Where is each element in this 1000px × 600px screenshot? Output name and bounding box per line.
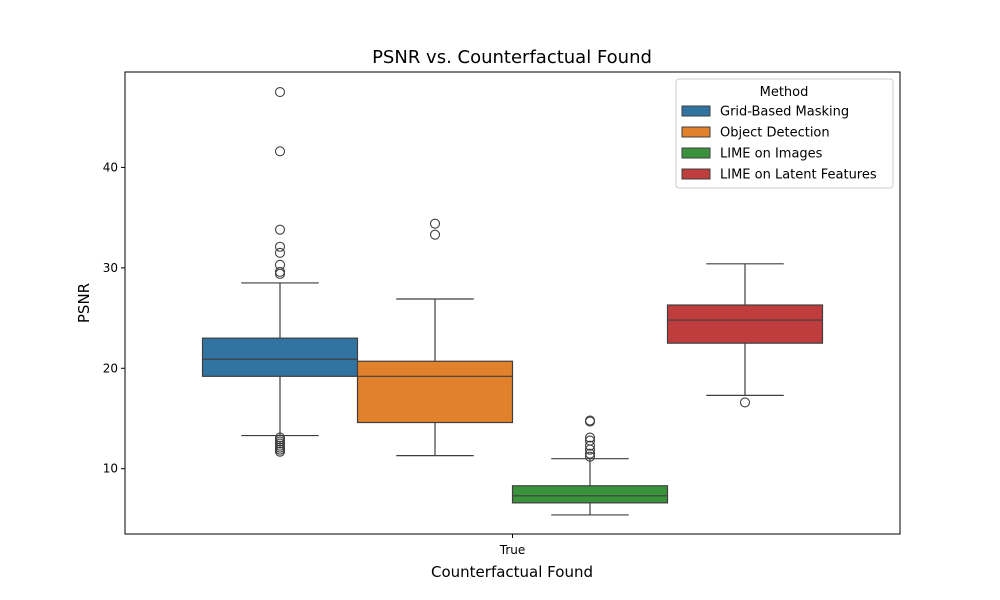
box-2 [356,218,514,457]
outlier-2-1 [429,229,441,240]
outlier-1-12 [274,247,286,258]
outlier-1-11 [274,259,286,270]
outlier-1-13 [274,241,286,252]
iqr-box-2 [356,360,514,424]
outlier-1-16 [274,87,286,98]
x-axis-label: Counterfactual Found [431,563,593,581]
outlier-3-6 [584,432,596,443]
plot-area [201,87,824,516]
chart-title: PSNR vs. Counterfactual Found [372,47,652,68]
iqr-box-3 [511,485,669,504]
y-tick-label-10: 10 [103,462,118,476]
outlier-1-9 [274,268,286,279]
outlier-3-8 [584,415,596,426]
outlier-1-14 [274,224,286,235]
outlier-1-8 [274,432,286,443]
legend-frame [675,78,894,189]
box-1 [201,87,359,457]
legend-swatch-4 [681,168,711,180]
iqr-box-1 [201,337,359,377]
legend-label-1: Grid-Based Masking [720,105,849,120]
legend-label-2: Object Detection [720,126,830,141]
y-axis-label: PSNR [75,283,93,323]
outlier-1-10 [274,266,286,277]
legend-swatch-2 [681,126,711,138]
outlier-4-1 [739,397,751,408]
legend-label-3: LIME on Images [720,147,823,162]
legend-swatch-1 [681,105,711,117]
iqr-box-4 [666,304,824,344]
legend-label-4: LIME on Latent Features [720,168,877,183]
legend: Method Grid-Based Masking Object Detectio… [675,78,894,189]
box-4 [666,263,824,408]
axes: 10 20 30 40 True [103,160,526,557]
outlier-3-5 [584,435,596,446]
x-tick-label-0: True [499,543,526,557]
outlier-2-2 [429,218,441,229]
legend-swatch-3 [681,147,711,159]
outlier-1-15 [274,146,286,157]
y-tick-label-40: 40 [103,160,118,174]
outlier-3-1 [584,451,596,462]
y-tick-label-20: 20 [103,361,118,375]
box-3 [511,415,669,516]
outlier-3-2 [584,448,596,459]
y-tick-label-30: 30 [103,261,118,275]
legend-title: Method [760,85,809,100]
outlier-3-4 [584,440,596,451]
